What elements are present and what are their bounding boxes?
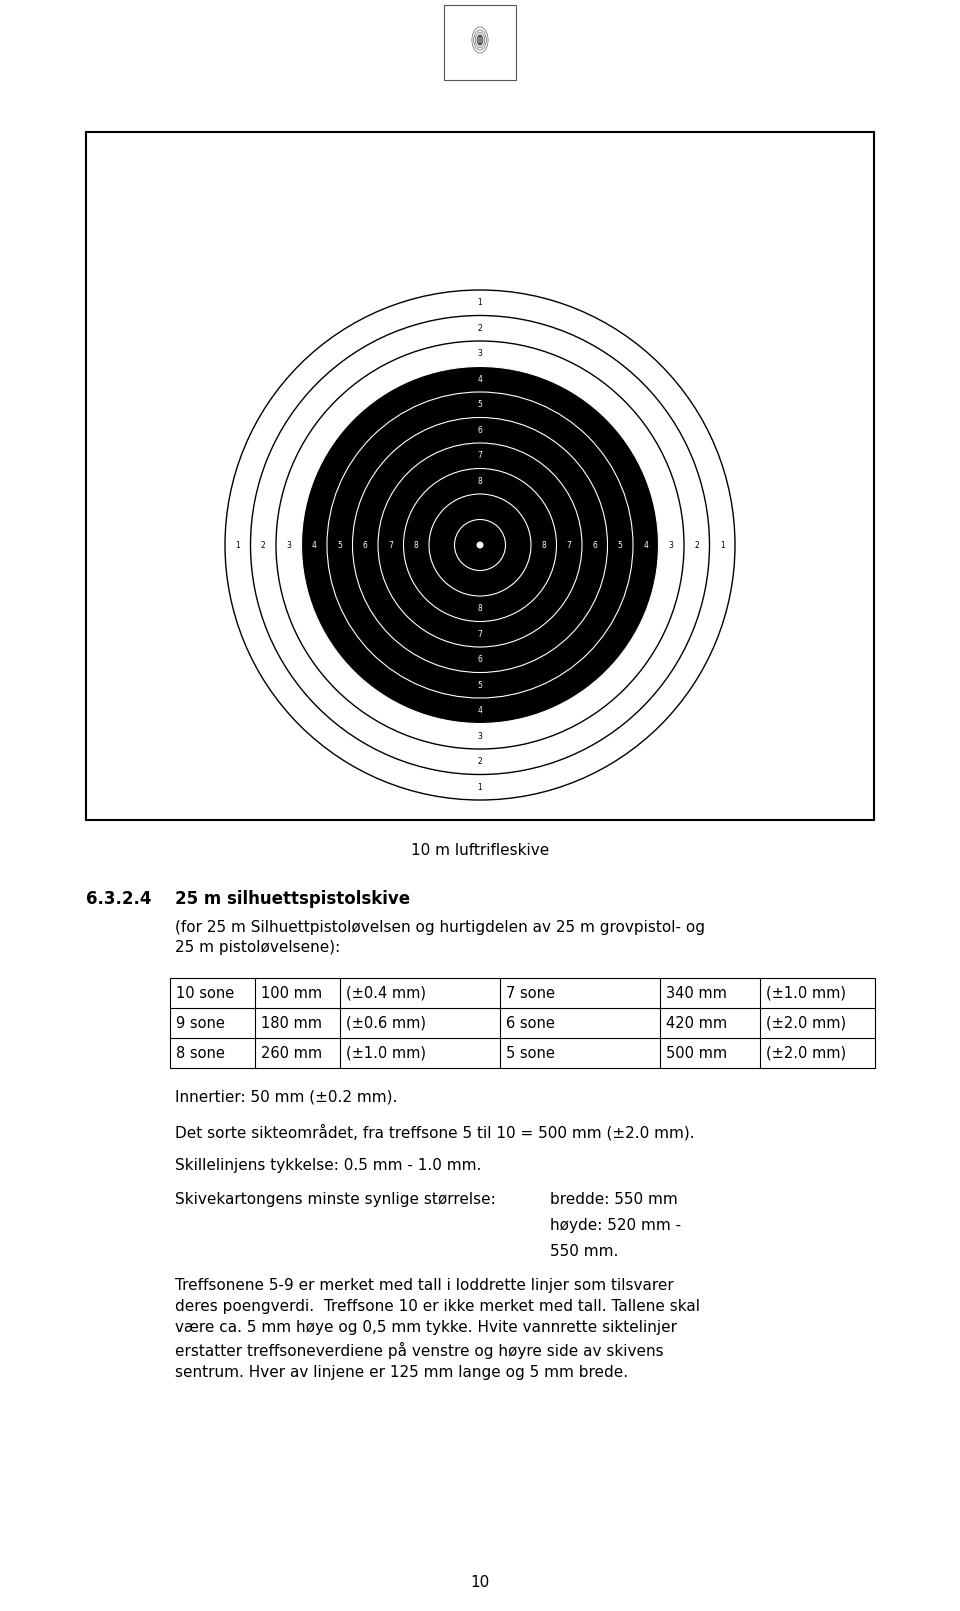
Text: (±0.4 mm): (±0.4 mm) [346,986,426,1000]
Text: 1: 1 [720,541,725,549]
Text: 10 sone: 10 sone [176,986,234,1000]
Text: (±2.0 mm): (±2.0 mm) [766,1046,846,1060]
Text: (±1.0 mm): (±1.0 mm) [766,986,846,1000]
Text: 3: 3 [477,350,483,358]
Text: 3: 3 [286,541,291,549]
Text: 2: 2 [478,324,482,333]
Text: 1: 1 [478,783,482,791]
Text: 10 m luftrifleskive: 10 m luftrifleskive [411,843,549,859]
Text: 420 mm: 420 mm [666,1015,727,1031]
Text: 4: 4 [477,706,483,715]
Text: 6: 6 [477,656,483,664]
Ellipse shape [479,39,481,42]
Text: 100 mm: 100 mm [261,986,323,1000]
Text: 260 mm: 260 mm [261,1046,323,1060]
Bar [170,978,875,1068]
Text: 8 sone: 8 sone [176,1046,225,1060]
Text: Det sorte sikteområdet, fra treffsone 5 til 10 = 500 mm (±2.0 mm).: Det sorte sikteområdet, fra treffsone 5 … [175,1124,695,1141]
Text: Innertier: 50 mm (±0.2 mm).: Innertier: 50 mm (±0.2 mm). [175,1091,397,1105]
Ellipse shape [476,34,484,45]
Text: 4: 4 [312,541,317,549]
Text: 5: 5 [477,400,483,409]
Text: 2: 2 [694,541,699,549]
Text: 6.3.2.4: 6.3.2.4 [86,889,152,909]
Text: (for 25 m Silhuettpistoløvelsen og hurtigdelen av 25 m grovpistol- og
25 m pisto: (for 25 m Silhuettpistoløvelsen og hurti… [175,920,705,955]
Text: 5 sone: 5 sone [506,1046,555,1060]
Text: 3: 3 [669,541,674,549]
Text: 7: 7 [477,630,483,638]
Text: (±1.0 mm): (±1.0 mm) [346,1046,426,1060]
Text: 5: 5 [337,541,342,549]
Text: bredde: 550 mm: bredde: 550 mm [550,1192,678,1207]
Circle shape [301,366,659,723]
Bar [444,5,516,79]
Text: (±2.0 mm): (±2.0 mm) [766,1015,846,1031]
Text: 2: 2 [261,541,266,549]
Text: 6 sone: 6 sone [506,1015,555,1031]
Circle shape [352,417,608,672]
Text: 10: 10 [470,1576,490,1590]
Bar [86,132,874,820]
Text: 25 m silhuettspistolskive: 25 m silhuettspistolskive [175,889,410,909]
Circle shape [276,342,684,749]
Text: 9 sone: 9 sone [176,1015,225,1031]
Ellipse shape [472,27,488,53]
Text: 180 mm: 180 mm [261,1015,322,1031]
Ellipse shape [475,32,485,47]
Circle shape [454,519,506,570]
Circle shape [251,316,709,775]
Text: 1: 1 [478,298,482,308]
Text: 6: 6 [592,541,597,549]
Text: 550 mm.: 550 mm. [550,1244,618,1260]
Circle shape [378,443,582,648]
Text: 4: 4 [643,541,648,549]
Text: 7 sone: 7 sone [506,986,555,1000]
Text: 8: 8 [478,604,482,614]
Text: 8: 8 [478,477,482,487]
Text: 5: 5 [618,541,623,549]
Ellipse shape [479,39,481,42]
Text: 7: 7 [477,451,483,461]
Text: høyde: 520 mm -: høyde: 520 mm - [550,1218,682,1232]
Circle shape [476,541,484,548]
Circle shape [403,469,557,622]
Text: 3: 3 [477,731,483,741]
Text: 4: 4 [477,375,483,383]
Text: Treffsonene 5-9 er merket med tall i loddrette linjer som tilsvarer
deres poengv: Treffsonene 5-9 er merket med tall i lod… [175,1278,700,1381]
Text: 8: 8 [541,541,546,549]
Text: Skillelinjens tykkelse: 0.5 mm - 1.0 mm.: Skillelinjens tykkelse: 0.5 mm - 1.0 mm. [175,1158,481,1173]
Text: 7: 7 [566,541,572,549]
Text: Skivekartongens minste synlige størrelse:: Skivekartongens minste synlige størrelse… [175,1192,495,1207]
Text: 340 mm: 340 mm [666,986,727,1000]
Text: 1: 1 [235,541,240,549]
Circle shape [225,290,735,801]
Text: 7: 7 [388,541,394,549]
Circle shape [327,391,633,698]
Ellipse shape [478,37,482,43]
Ellipse shape [477,35,483,43]
Text: 5: 5 [477,681,483,690]
Ellipse shape [474,31,486,50]
Text: 8: 8 [414,541,419,549]
Circle shape [429,495,531,596]
Text: 6: 6 [477,425,483,435]
Text: 2: 2 [478,757,482,767]
Text: 6: 6 [363,541,368,549]
Text: 500 mm: 500 mm [666,1046,727,1060]
Text: (±0.6 mm): (±0.6 mm) [346,1015,426,1031]
